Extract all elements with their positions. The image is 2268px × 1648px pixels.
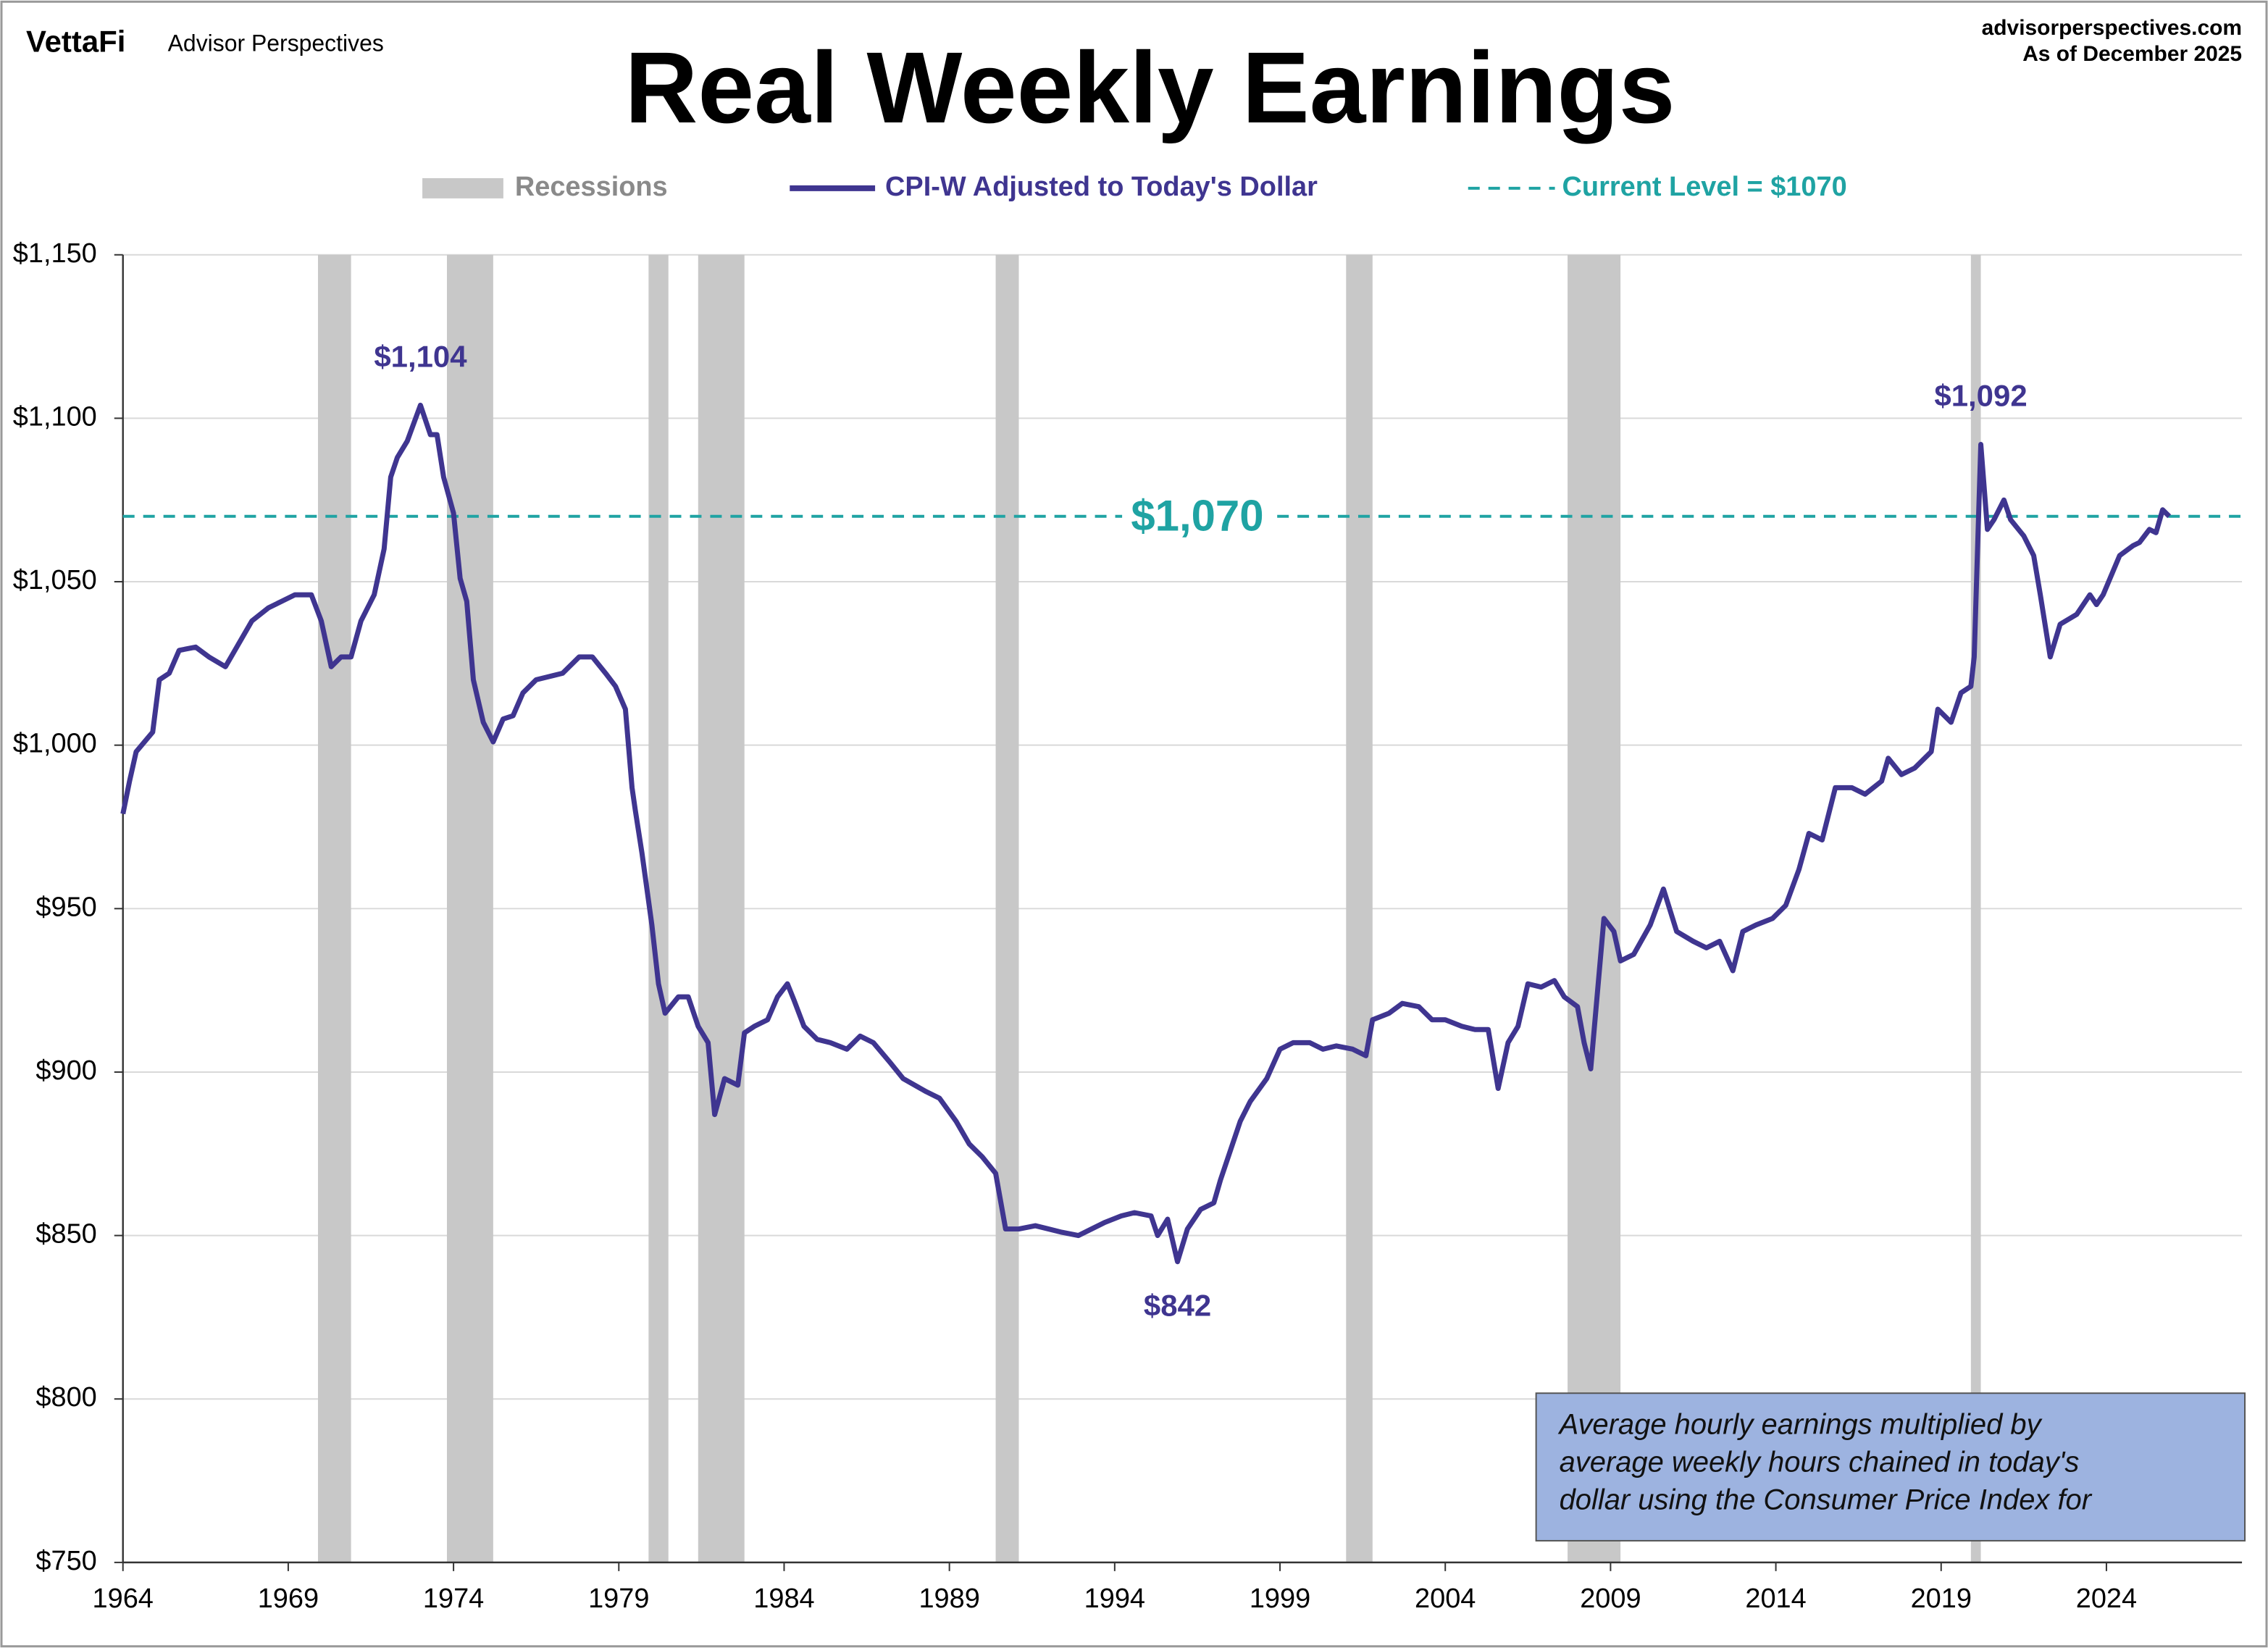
recession-band: [446, 254, 493, 1563]
annotation: $842: [1144, 1289, 1211, 1323]
annotation: $1,104: [374, 340, 467, 374]
legend-label: Recessions: [515, 172, 668, 202]
legend-label: CPI-W Adjusted to Today's Dollar: [885, 172, 1318, 202]
y-tick-label: $1,100: [13, 401, 97, 432]
x-tick-label: 2019: [1911, 1584, 1972, 1614]
x-tick-label: 1984: [753, 1584, 814, 1614]
x-tick-label: 2009: [1580, 1584, 1641, 1614]
y-tick-label: $800: [35, 1382, 96, 1413]
y-tick-label: $950: [35, 892, 96, 922]
y-tick-label: $1,150: [13, 238, 97, 269]
chart-title: Real Weekly Earnings: [624, 30, 1675, 144]
recession-band: [1346, 254, 1373, 1563]
x-tick-label: 1969: [258, 1584, 319, 1614]
x-tick-label: 1979: [588, 1584, 649, 1614]
y-tick-label: $1,000: [13, 729, 97, 759]
annotation: $1,092: [1934, 379, 2027, 413]
series-line: [120, 402, 2172, 1265]
reference-label-bg: [1122, 491, 1273, 541]
brand: VettaFi: [26, 24, 125, 58]
note-box: [1535, 1392, 2246, 1542]
recession-band: [995, 254, 1019, 1563]
y-tick-label: $900: [35, 1055, 96, 1086]
legend-label: Current Level = $1070: [1562, 172, 1847, 202]
legend-swatch: [422, 177, 503, 198]
y-tick-label: $1,050: [13, 565, 97, 595]
x-tick-label: 1964: [93, 1584, 154, 1614]
reference-label: $1,070: [1131, 492, 1263, 540]
x-tick-label: 2004: [1415, 1584, 1476, 1614]
site: advisorperspectives.com: [1982, 16, 2242, 40]
x-tick-label: 1994: [1084, 1584, 1145, 1614]
x-tick-label: 1974: [423, 1584, 484, 1614]
x-tick-label: 2014: [1745, 1584, 1806, 1614]
note-line: average weekly hours chained in today's: [1560, 1447, 2080, 1478]
recession-band: [1568, 254, 1621, 1563]
x-tick-label: 1989: [919, 1584, 979, 1614]
y-tick-label: $750: [35, 1546, 96, 1576]
note-line: dollar using the Consumer Price Index fo…: [1560, 1484, 2093, 1516]
recession-band: [698, 254, 745, 1563]
date: As of December 2025: [2022, 42, 2242, 66]
recession-band: [317, 254, 351, 1563]
publisher: Advisor Perspectives: [168, 30, 384, 57]
y-tick-label: $850: [35, 1219, 96, 1250]
x-tick-label: 1999: [1250, 1584, 1310, 1614]
note-line: Average hourly earnings multiplied by: [1558, 1409, 2043, 1441]
x-tick-label: 2024: [2076, 1584, 2137, 1614]
